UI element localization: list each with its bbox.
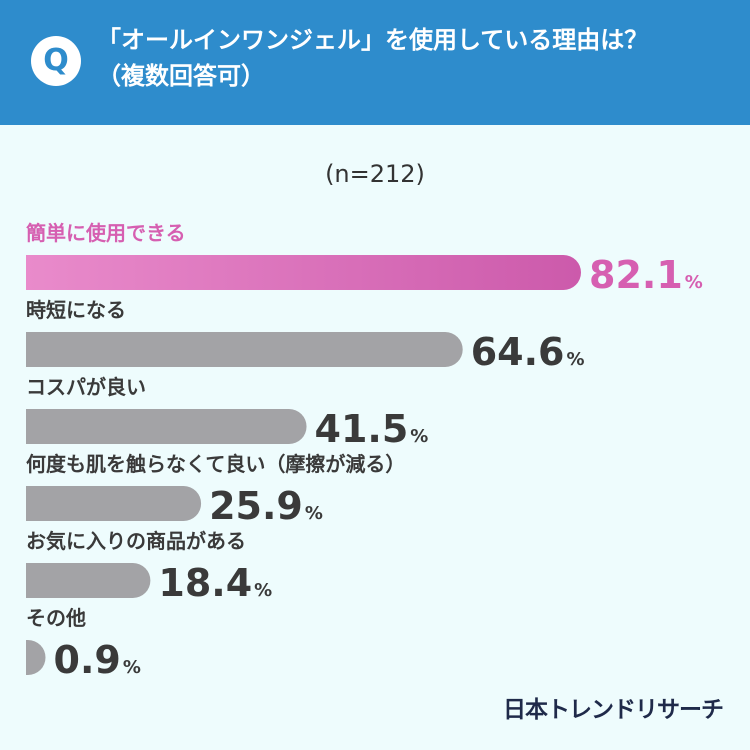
bar <box>26 486 202 521</box>
category-label: その他 <box>26 606 86 630</box>
bar <box>26 640 46 675</box>
value-label: 25.9% <box>209 484 323 528</box>
category-label: 簡単に使用できる <box>26 221 186 245</box>
question-title: 「オールインワンジェル」を使用している理由は？ （複数回答可） <box>97 22 737 94</box>
value-label: 0.9% <box>54 638 141 682</box>
category-label: お気に入りの商品がある <box>26 529 246 553</box>
bar <box>26 409 307 444</box>
question-badge: Q <box>31 36 81 86</box>
question-header: Q 「オールインワンジェル」を使用している理由は？ （複数回答可） <box>0 0 750 125</box>
value-label: 82.1% <box>589 253 703 297</box>
bar <box>26 563 151 598</box>
question-line-1: 「オールインワンジェル」を使用している理由は？ <box>97 26 649 54</box>
category-label: 何度も肌を触らなくて良い（摩擦が減る） <box>26 452 405 476</box>
question-line-2: （複数回答可） <box>97 62 265 90</box>
bar <box>26 332 463 367</box>
value-label: 64.6% <box>471 330 585 374</box>
value-label: 41.5% <box>315 407 429 451</box>
category-label: 時短になる <box>26 298 126 322</box>
brand-logo: 日本トレンドリサーチ <box>503 697 724 723</box>
sample-size-label: (n=212) <box>325 160 425 188</box>
bar <box>26 255 581 290</box>
category-label: コスパが良い <box>26 375 146 399</box>
value-label: 18.4% <box>158 561 272 605</box>
